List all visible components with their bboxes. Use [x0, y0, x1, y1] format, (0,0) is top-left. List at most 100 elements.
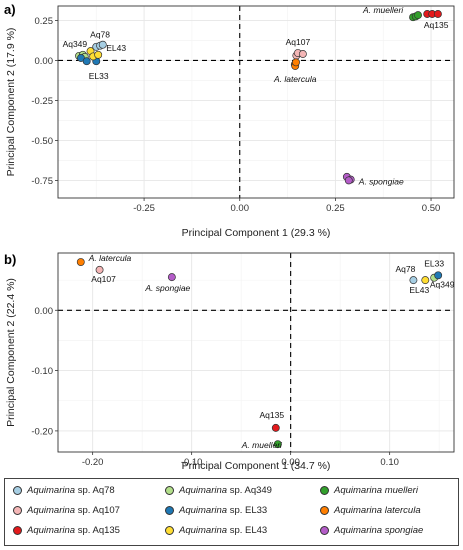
x-axis-label: Principal Component 1 (34.7 %)	[182, 460, 331, 472]
legend-item: Aquimarina sp. Aq135	[13, 525, 120, 536]
legend-swatch	[320, 526, 329, 535]
legend-genus: Aquimarina	[334, 525, 383, 536]
legend-item: Aquimarina sp. Aq78	[13, 485, 115, 496]
point-annotation: Aq349	[63, 39, 88, 49]
legend-label: Aquimarina sp. Aq349	[179, 485, 272, 496]
y-tick-label: -0.10	[31, 366, 53, 377]
x-tick-label: -0.20	[82, 457, 104, 468]
legend-swatch	[165, 486, 174, 495]
point-annotation: A. latercula	[273, 74, 317, 84]
legend-label: Aquimarina muelleri	[334, 485, 418, 496]
data-point	[94, 50, 103, 59]
legend-item: Aquimarina sp. Aq107	[13, 505, 120, 516]
legend-swatch	[13, 526, 22, 535]
legend-item: Aquimarina latercula	[320, 505, 421, 516]
x-tick-label: 0.25	[326, 203, 345, 214]
panel-tag: b)	[4, 252, 16, 267]
legend: Aquimarina sp. Aq78 Aquimarina sp. Aq349 A…	[4, 478, 459, 546]
plot-area-2	[58, 253, 454, 452]
point-annotation: A. spongiae	[358, 176, 404, 186]
legend-suffix: spongiae	[382, 525, 424, 536]
point-annotation: Aq135	[260, 410, 285, 420]
x-tick-label: 0.00	[230, 203, 249, 214]
data-point	[292, 58, 300, 67]
legend-swatch	[13, 486, 22, 495]
point-annotation: Aq107	[91, 274, 116, 284]
legend-genus: Aquimarina	[334, 505, 383, 516]
point-annotation: Aq78	[90, 30, 110, 40]
x-tick-label: -0.25	[133, 203, 155, 214]
x-axis-label: Principal Component 1 (29.3 %)	[182, 227, 331, 239]
plot-area-1	[58, 6, 454, 198]
data-point	[421, 276, 430, 285]
data-point	[298, 50, 307, 58]
point-annotation: Aq349	[430, 280, 455, 290]
data-point	[433, 10, 442, 18]
point-annotation: EL43	[106, 43, 126, 53]
panel-tag: a)	[4, 2, 16, 17]
legend-label: Aquimarina sp. Aq78	[27, 485, 115, 496]
x-tick-label: 0.50	[422, 203, 441, 214]
y-tick-label: -0.25	[31, 96, 53, 107]
plot-frame-2	[57, 252, 455, 453]
legend-swatch	[165, 526, 174, 535]
legend-suffix: latercula	[382, 505, 421, 516]
legend-genus: Aquimarina	[27, 485, 76, 496]
legend-genus: Aquimarina	[334, 485, 383, 496]
point-annotation: Aq107	[286, 37, 311, 47]
legend-label: Aquimarina sp. Aq135	[27, 525, 120, 536]
legend-genus: Aquimarina	[27, 525, 76, 536]
x-tick-label: -0.10	[181, 457, 203, 468]
legend-swatch	[320, 506, 329, 515]
legend-item: Aquimarina muelleri	[320, 485, 418, 496]
y-tick-label: 0.25	[35, 16, 54, 27]
y-tick-label: 0.00	[35, 56, 54, 67]
x-tick-label: 0.10	[380, 457, 399, 468]
data-point	[273, 440, 282, 449]
y-tick-label: 0.00	[35, 306, 54, 317]
legend-item: Aquimarina sp. EL33	[165, 505, 267, 516]
legend-suffix: sp. EL43	[227, 525, 268, 536]
legend-item: Aquimarina spongiae	[320, 525, 423, 536]
legend-label: Aquimarina sp. Aq107	[27, 505, 120, 516]
point-annotation: A. muelleri	[362, 5, 404, 15]
legend-label: Aquimarina sp. EL33	[179, 505, 267, 516]
legend-suffix: sp. Aq349	[227, 485, 272, 496]
legend-genus: Aquimarina	[27, 505, 76, 516]
data-point	[95, 265, 104, 274]
point-annotation: A. muelleri	[241, 440, 283, 450]
data-point	[409, 276, 418, 285]
point-annotation: A. latercula	[88, 253, 132, 263]
point-annotation: EL43	[409, 285, 429, 295]
x-tick-label: 0.00	[281, 457, 300, 468]
legend-item: Aquimarina sp. EL43	[165, 525, 267, 536]
data-point	[167, 273, 176, 282]
legend-swatch	[320, 486, 329, 495]
data-point	[414, 11, 422, 20]
legend-swatch	[165, 506, 174, 515]
legend-suffix: sp. Aq107	[75, 505, 120, 516]
point-annotation: Aq78	[395, 264, 415, 274]
legend-genus: Aquimarina	[179, 485, 228, 496]
point-annotation: A. spongiae	[144, 283, 190, 293]
legend-label: Aquimarina spongiae	[334, 525, 423, 536]
legend-suffix: sp. EL33	[227, 505, 268, 516]
y-axis-label: Principal Component 2 (17.9 %)	[5, 28, 17, 177]
legend-suffix: sp. Aq78	[75, 485, 115, 496]
point-annotation: EL33	[89, 71, 109, 81]
data-point	[271, 423, 280, 432]
y-tick-label: -0.20	[31, 426, 53, 437]
legend-swatch	[13, 506, 22, 515]
legend-genus: Aquimarina	[179, 505, 228, 516]
point-annotation: Aq135	[424, 20, 449, 30]
data-point	[98, 40, 107, 49]
y-axis-label: Principal Component 2 (22.4 %)	[5, 278, 17, 427]
data-point	[434, 271, 443, 280]
legend-item: Aquimarina sp. Aq349	[165, 485, 272, 496]
point-annotation: EL33	[424, 258, 444, 268]
legend-suffix: sp. Aq135	[75, 525, 120, 536]
y-tick-label: -0.50	[31, 136, 53, 147]
legend-genus: Aquimarina	[179, 525, 228, 536]
legend-label: Aquimarina latercula	[334, 505, 421, 516]
data-point	[82, 57, 91, 66]
